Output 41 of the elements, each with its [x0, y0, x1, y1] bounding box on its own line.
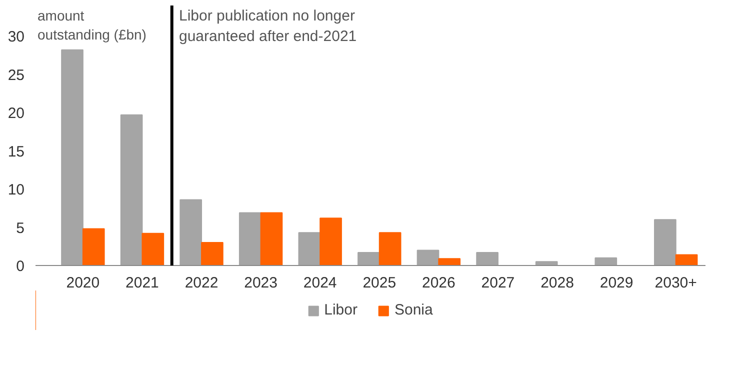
bar: [320, 218, 342, 266]
bar: [438, 258, 461, 266]
y-tick-label: 10: [8, 182, 25, 199]
x-tick-label: 2021: [126, 274, 159, 292]
x-tick-label: 2027: [481, 274, 515, 292]
x-tick-label: 2023: [244, 274, 278, 292]
bar: [201, 242, 224, 266]
y-tick-label: 0: [16, 258, 24, 275]
bar: [358, 252, 380, 266]
x-tick-label: 2020: [66, 274, 100, 292]
y-tick-label: 5: [16, 220, 24, 237]
y-tick-label: 20: [8, 105, 25, 122]
x-tick-label: 2024: [303, 274, 337, 292]
bar: [180, 199, 202, 266]
bar: [378, 232, 402, 266]
y-tick-label: 25: [8, 66, 25, 84]
bar: [416, 250, 440, 266]
bar: [535, 261, 558, 266]
bar: [675, 254, 698, 266]
x-tick-label: 2026: [422, 274, 456, 292]
x-tick-label: 2022: [184, 274, 218, 292]
bar: [298, 232, 321, 266]
bar: [61, 49, 84, 266]
bar: [654, 219, 676, 266]
x-tick-label: 2029: [600, 274, 634, 292]
bar: [594, 257, 618, 266]
legend-label: Sonia: [394, 302, 433, 318]
y-tick-label: 15: [8, 143, 25, 160]
bar: [238, 212, 262, 266]
bar: [120, 114, 143, 266]
annotation: Libor publication no longer guaranteed after end-2021: [178, 8, 357, 45]
x-tick-label: 2030+: [654, 274, 698, 292]
y-tick-label: 30: [8, 28, 25, 46]
x-tick-label: 2028: [540, 274, 574, 292]
bar: [82, 228, 105, 266]
bar: [142, 232, 164, 266]
bar: [476, 252, 498, 266]
x-tick-label: 2025: [362, 274, 396, 292]
legend-label: Libor: [324, 302, 358, 318]
bar: [260, 212, 283, 266]
y-axis-title: amount outstanding (£bn): [38, 8, 146, 43]
